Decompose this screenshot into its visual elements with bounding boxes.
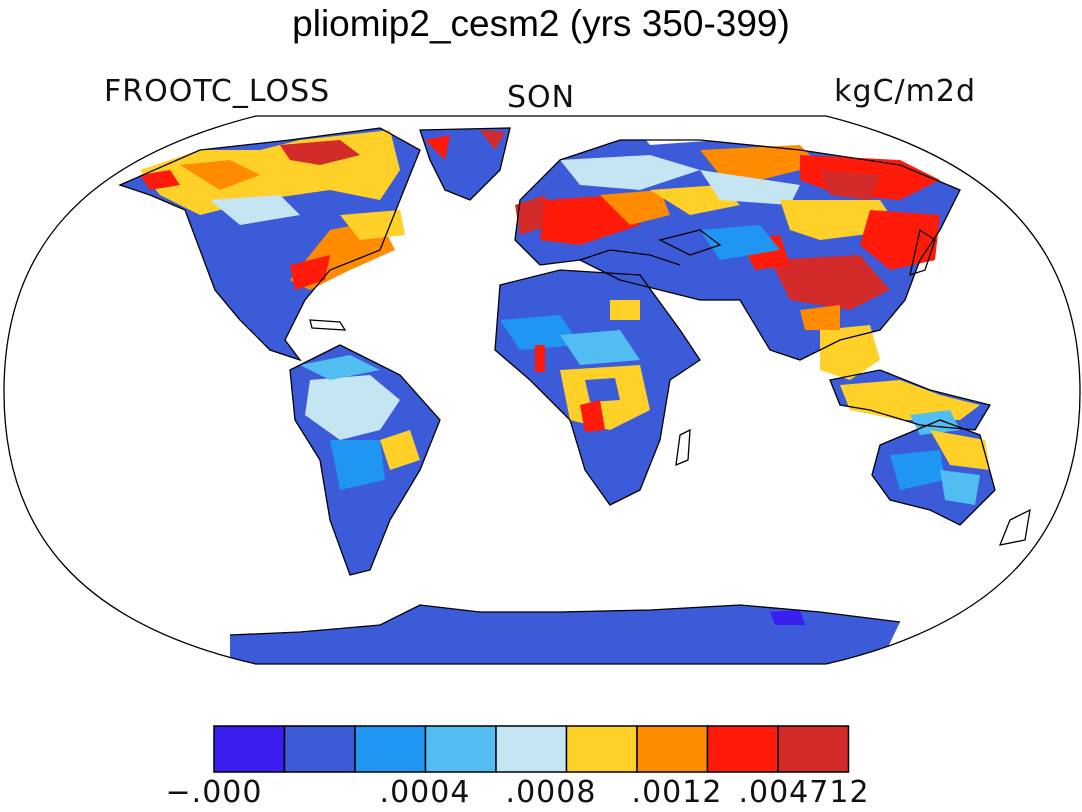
season-label: SON <box>506 80 576 115</box>
colorbar-label-2: .0004 <box>379 775 471 810</box>
value-patches <box>140 118 990 625</box>
map-field <box>118 118 1031 664</box>
colorbar-swatch-8 <box>706 725 779 773</box>
colorbar-swatch-4 <box>424 725 497 773</box>
colorbar-swatch-7 <box>636 725 709 773</box>
colorbar-swatch-2 <box>283 725 356 773</box>
variable-label: FROOTC_LOSS <box>104 74 331 109</box>
colorbar-swatch-6 <box>565 725 638 773</box>
colorbar <box>213 725 850 773</box>
colorbar-swatch-9 <box>777 725 850 773</box>
units-label: kgC/m2d <box>834 74 976 109</box>
colorbar-label-5: .004712 <box>738 775 870 810</box>
colorbar-swatch-1 <box>213 725 286 773</box>
map-boundary <box>3 115 1081 665</box>
colorbar-label-1: −.000 <box>165 775 263 810</box>
colorbar-label-3: .0008 <box>505 775 597 810</box>
map-title: pliomip2_cesm2 (yrs 350-399) <box>292 3 790 44</box>
colorbar-swatch-3 <box>354 725 427 773</box>
antarctica <box>230 605 900 664</box>
colorbar-label-4: .0012 <box>631 775 723 810</box>
colorbar-swatch-5 <box>495 725 568 773</box>
coastlines <box>118 127 1031 636</box>
